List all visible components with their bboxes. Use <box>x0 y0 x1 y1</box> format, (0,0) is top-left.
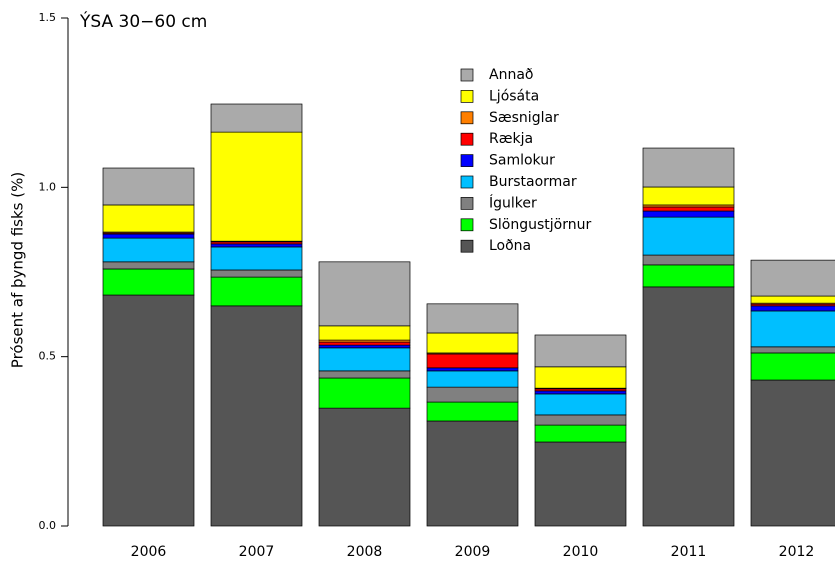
legend-label: Ljósáta <box>489 88 539 104</box>
legend-swatch <box>460 218 474 232</box>
bar-segment <box>642 186 735 206</box>
y-tick-label: 0.0 <box>39 519 57 532</box>
x-tick-label: 2006 <box>131 544 167 560</box>
legend-swatch <box>460 175 474 189</box>
bar-segment <box>426 303 519 334</box>
legend-swatch <box>460 90 474 103</box>
bar-segment <box>750 379 835 527</box>
bar-segment <box>642 216 735 256</box>
legend-swatch <box>460 132 474 146</box>
bar-segment <box>534 441 627 527</box>
bar-segment <box>750 310 835 348</box>
bar-segment <box>750 259 835 297</box>
legend-label: Samlokur <box>489 153 555 169</box>
bar-segment <box>210 131 303 242</box>
bar-segment <box>534 414 627 426</box>
bar-segment <box>210 103 303 133</box>
bar-segment <box>534 424 627 443</box>
bar-segment <box>318 407 411 527</box>
bar-segment <box>318 344 411 349</box>
bar-segment <box>426 401 519 422</box>
legend-label: Sæsniglar <box>489 110 559 126</box>
bar-segment <box>318 325 411 341</box>
y-axis-label: Prósent af þyngd fisks (%) <box>9 172 27 368</box>
legend-swatch <box>460 239 474 253</box>
bar-segment <box>534 390 627 395</box>
x-tick-label: 2007 <box>239 544 275 560</box>
bar-segment <box>210 269 303 278</box>
y-tick-label: 1.0 <box>39 180 57 193</box>
bar-segment <box>102 261 195 270</box>
bar-segment <box>210 305 303 527</box>
bar-segment <box>318 370 411 379</box>
bar-segment <box>318 347 411 372</box>
legend-swatch <box>460 68 474 82</box>
bar-segment <box>318 341 411 346</box>
bar-segment <box>750 352 835 381</box>
bar-segment <box>642 286 735 527</box>
legend-swatch <box>460 154 474 167</box>
legend-swatch <box>460 197 474 210</box>
bar-segment <box>534 366 627 389</box>
bar-segment <box>534 393 627 416</box>
bar-segment <box>426 386 519 403</box>
bar-segment <box>642 264 735 288</box>
bar-segment <box>426 332 519 354</box>
bar-segment <box>210 276 303 307</box>
bar-segment <box>750 295 835 304</box>
bar-segment <box>102 294 195 527</box>
x-tick-label: 2008 <box>347 544 383 560</box>
bar-segment <box>534 334 627 368</box>
bar-segment <box>750 305 835 312</box>
legend-label: Burstaormar <box>489 174 577 190</box>
bar-segment <box>102 233 195 239</box>
legend-swatch <box>460 111 474 125</box>
bar-segment <box>426 353 519 369</box>
bar-segment <box>642 210 735 218</box>
legend-label: Rækja <box>489 131 533 147</box>
legend-label: Loðna <box>489 238 531 254</box>
y-tick-label: 1.5 <box>39 11 57 24</box>
bar-segment <box>750 346 835 354</box>
bar-segment <box>102 237 195 263</box>
bar-segment <box>426 420 519 527</box>
y-tick-label: 0.5 <box>39 350 57 363</box>
bar-segment <box>210 246 303 271</box>
legend-label: Ígulker <box>489 194 537 211</box>
bar-segment <box>426 370 519 388</box>
bar-segment <box>318 261 411 327</box>
x-tick-label: 2009 <box>455 544 491 560</box>
legend-label: Annað <box>489 67 533 83</box>
bar-segment <box>642 147 735 188</box>
bar-segment <box>642 254 735 266</box>
legend-label: Slöngustjörnur <box>489 217 591 233</box>
bar-segment <box>426 367 519 372</box>
x-tick-label: 2012 <box>779 544 815 560</box>
bar-segment <box>210 243 303 248</box>
bar-segment <box>102 167 195 206</box>
x-tick-label: 2011 <box>671 544 707 560</box>
bar-segment <box>102 204 195 233</box>
x-tick-label: 2010 <box>563 544 599 560</box>
bar-segment <box>318 377 411 409</box>
chart-title: ÝSA 30−60 cm <box>79 10 207 32</box>
bar-segment <box>642 206 735 212</box>
bar-segment <box>102 268 195 296</box>
